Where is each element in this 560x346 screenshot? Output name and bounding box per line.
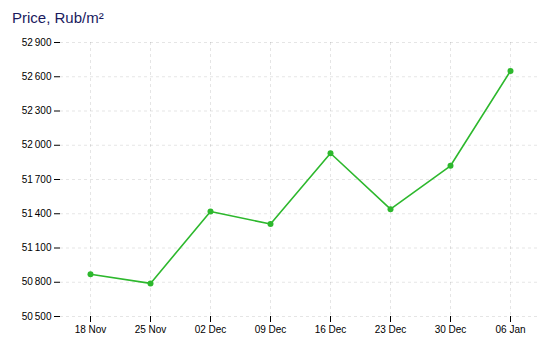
html-text:Price, Rub/m²: Price, Rub/m²	[12, 9, 104, 26]
svg-text:25 Nov: 25 Nov	[135, 324, 167, 335]
svg-text:16 Dec: 16 Dec	[315, 324, 347, 335]
svg-text:30 Dec: 30 Dec	[435, 324, 467, 335]
svg-text:50 500: 50 500	[22, 311, 52, 322]
svg-text:18 Nov: 18 Nov	[75, 324, 107, 335]
svg-text:50 800: 50 800	[22, 276, 52, 287]
svg-text:51 700: 51 700	[22, 174, 52, 185]
svg-text:52 000: 52 000	[22, 139, 52, 150]
svg-text:09 Dec: 09 Dec	[255, 324, 287, 335]
svg-text:52 300: 52 300	[22, 105, 52, 116]
svg-text:51 100: 51 100	[22, 242, 52, 253]
svg-text:23 Dec: 23 Dec	[375, 324, 407, 335]
svg-text:02 Dec: 02 Dec	[195, 324, 227, 335]
svg-text:51 400: 51 400	[22, 208, 52, 219]
svg-text:52 900: 52 900	[22, 37, 52, 48]
svg-text:52 600: 52 600	[22, 71, 52, 82]
svg-text:06 Jan: 06 Jan	[495, 324, 525, 335]
